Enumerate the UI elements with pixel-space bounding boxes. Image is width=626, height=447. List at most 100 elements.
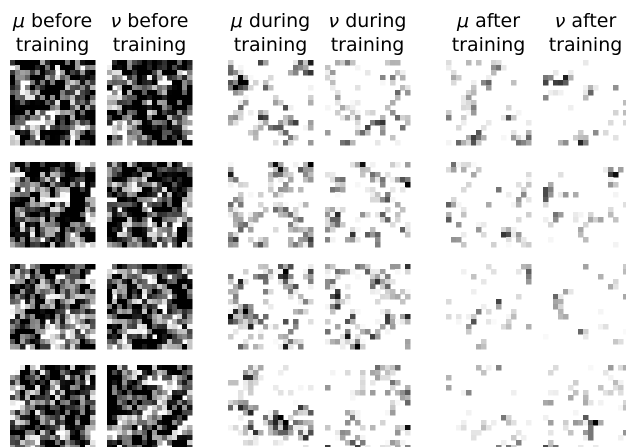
pixel	[142, 162, 147, 167]
pixel	[10, 167, 15, 172]
pixel	[107, 207, 112, 212]
pixel	[35, 100, 40, 105]
pixel	[50, 227, 55, 232]
pixel	[177, 212, 182, 217]
pixel	[273, 410, 278, 415]
pixel	[75, 279, 80, 284]
pixel	[90, 85, 95, 90]
pixel	[10, 85, 15, 90]
pixel	[65, 415, 70, 420]
pixel	[177, 60, 182, 65]
pixel	[152, 435, 157, 440]
pixel	[157, 65, 162, 70]
pixel	[55, 85, 60, 90]
pixel	[30, 304, 35, 309]
pixel	[228, 309, 233, 314]
pixel	[55, 237, 60, 242]
pixel	[75, 319, 80, 324]
pixel	[325, 319, 330, 324]
pixel	[35, 304, 40, 309]
pixel	[456, 140, 461, 145]
pixel	[147, 135, 152, 140]
pixel	[451, 197, 456, 202]
pixel	[30, 405, 35, 410]
pixel	[10, 217, 15, 222]
pixel	[45, 425, 50, 430]
pixel	[293, 65, 298, 70]
pixel	[112, 100, 117, 105]
pixel	[405, 294, 410, 299]
pixel	[167, 217, 172, 222]
pixel	[85, 95, 90, 100]
pixel	[461, 115, 466, 120]
pixel	[50, 264, 55, 269]
pixel	[15, 390, 20, 395]
pixel	[335, 177, 340, 182]
pixel	[147, 264, 152, 269]
pixel	[65, 385, 70, 390]
pixel	[157, 197, 162, 202]
pixel	[233, 70, 238, 75]
pixel	[516, 269, 521, 274]
pixel	[238, 309, 243, 314]
pixel	[112, 339, 117, 344]
pixel	[10, 319, 15, 324]
pixel	[182, 375, 187, 380]
pixel	[147, 172, 152, 177]
pixel	[122, 329, 127, 334]
pixel	[117, 197, 122, 202]
pixel	[35, 339, 40, 344]
pixel	[142, 405, 147, 410]
pixel	[243, 279, 248, 284]
pixel	[308, 177, 313, 182]
pixel	[553, 90, 558, 95]
pixel	[50, 100, 55, 105]
pixel	[325, 385, 330, 390]
pixel	[117, 395, 122, 400]
pixel	[75, 405, 80, 410]
pixel	[45, 232, 50, 237]
pixel	[293, 217, 298, 222]
pixel	[167, 197, 172, 202]
pixel	[187, 162, 192, 167]
pixel	[107, 182, 112, 187]
pixel	[15, 207, 20, 212]
pixel	[390, 365, 395, 370]
pixel	[10, 309, 15, 314]
pixel	[25, 319, 30, 324]
pixel	[405, 344, 410, 349]
pixel	[182, 232, 187, 237]
pixel	[335, 430, 340, 435]
pixel	[167, 375, 172, 380]
pixel	[40, 279, 45, 284]
pixel	[578, 227, 583, 232]
pixel	[553, 217, 558, 222]
pixel	[380, 365, 385, 370]
pixel	[370, 274, 375, 279]
pixel	[80, 430, 85, 435]
pixel	[40, 395, 45, 400]
pixel	[563, 289, 568, 294]
pixel	[75, 339, 80, 344]
pixel	[375, 289, 380, 294]
pixel	[147, 192, 152, 197]
pixel	[278, 177, 283, 182]
pixel	[35, 329, 40, 334]
pixel	[162, 264, 167, 269]
pixel	[375, 365, 380, 370]
pixel	[355, 264, 360, 269]
pixel	[127, 289, 132, 294]
pixel	[117, 304, 122, 309]
pixel	[60, 390, 65, 395]
pixel	[293, 420, 298, 425]
pixel	[375, 172, 380, 177]
pixel	[107, 115, 112, 120]
pixel	[385, 217, 390, 222]
pixel	[330, 299, 335, 304]
symbol: μ	[230, 10, 243, 32]
pixel	[288, 430, 293, 435]
pixel	[127, 440, 132, 445]
pixel	[30, 284, 35, 289]
pixel	[60, 85, 65, 90]
pixel	[511, 309, 516, 314]
